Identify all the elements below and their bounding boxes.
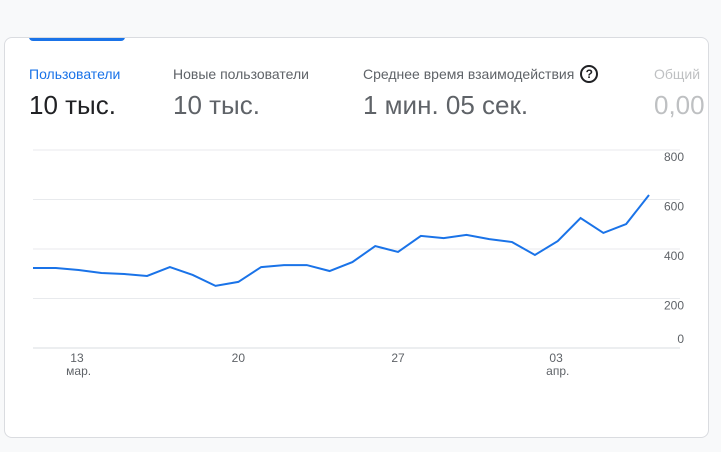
tab[interactable]: Новые пользователи 10 тыс.: [173, 64, 309, 121]
y-tick-label: 0: [677, 332, 684, 346]
tab-value: 10 тыс.: [173, 90, 260, 120]
x-tick-label: 13 мар.: [66, 351, 91, 378]
metric-card: Пользователи 10 тыс. Новые пользователи …: [4, 37, 709, 438]
tab[interactable]: Общий 0,00: [654, 64, 705, 121]
tab-value: 1 мин. 05 сек.: [363, 90, 529, 120]
x-tick-label: 20: [232, 351, 246, 365]
x-tick-label: 27: [391, 351, 405, 365]
tab[interactable]: Пользователи 10 тыс.: [29, 64, 120, 121]
line: [33, 194, 650, 287]
y-tick-label: 200: [664, 299, 684, 313]
tab-value: 0,00: [654, 90, 705, 120]
help-icon[interactable]: ?: [580, 65, 599, 83]
y-tick-label: 400: [664, 249, 684, 263]
tab-value: 10 тыс.: [29, 90, 116, 120]
active-tab-indicator: [29, 38, 125, 41]
tab-label: Среднее время взаимодействия: [363, 66, 575, 82]
tab-label: Новые пользователи: [173, 66, 309, 82]
tab-label: Пользователи: [29, 66, 121, 82]
tab[interactable]: Среднее время взаимодействия? 1 мин. 05 …: [363, 64, 599, 121]
tab-label: Общий: [654, 66, 701, 82]
x-tick-label: 03 апр.: [546, 351, 569, 378]
y-tick-label: 600: [664, 200, 684, 214]
y-tick-label: 800: [664, 150, 684, 164]
